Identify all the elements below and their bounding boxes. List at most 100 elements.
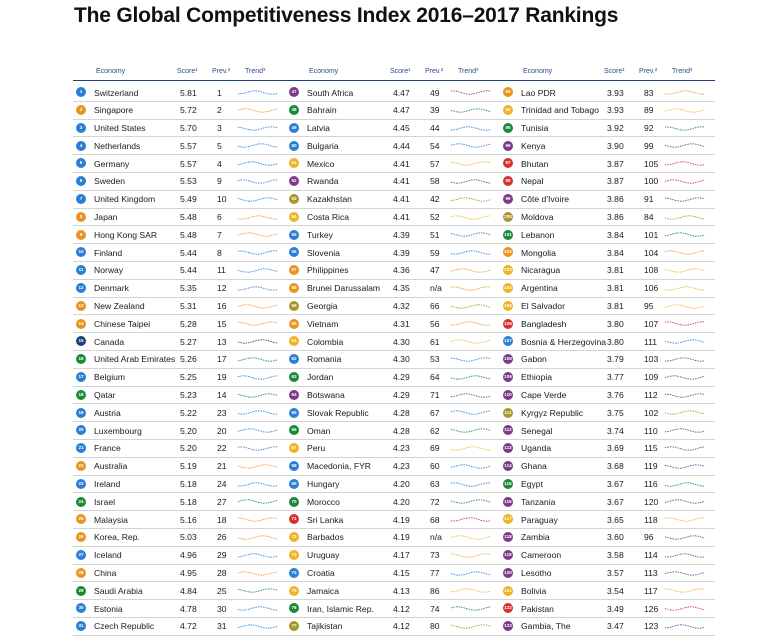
previous-rank: 101	[644, 230, 658, 240]
previous-rank: 63	[430, 479, 440, 489]
economy-name: Czech Republic	[94, 621, 154, 631]
trend-sparkline	[238, 106, 278, 115]
rank-badge: 13	[76, 301, 86, 311]
previous-rank: 13	[217, 337, 227, 347]
trend-sparkline	[451, 426, 491, 435]
previous-rank: 109	[644, 372, 658, 382]
trend-sparkline	[665, 408, 705, 417]
economy-name: Tunisia	[521, 123, 548, 133]
score-value: 4.17	[393, 550, 410, 560]
trend-sparkline	[238, 355, 278, 364]
trend-sparkline	[665, 497, 705, 506]
rank-badge: 2	[76, 105, 86, 115]
rank-badge: 3	[76, 123, 86, 133]
trend-sparkline	[665, 622, 705, 631]
previous-rank: 115	[644, 443, 658, 453]
header-score: Score¹	[177, 68, 198, 75]
previous-rank: 8	[217, 248, 222, 258]
score-value: 4.72	[180, 621, 197, 631]
previous-rank: 89	[644, 105, 654, 115]
rank-badge: 108	[503, 354, 513, 364]
economy-name: Cameroon	[521, 550, 561, 560]
economy-name: Latvia	[307, 123, 330, 133]
previous-rank: 107	[644, 319, 658, 329]
trend-sparkline	[238, 230, 278, 239]
rank-badge: 116	[503, 497, 513, 507]
header-prev: Prev.²	[425, 68, 443, 75]
previous-rank: 47	[430, 265, 440, 275]
rank-badge: 8	[76, 212, 86, 222]
economy-name: Bolivia	[521, 586, 546, 596]
economy-name: Brunei Darussalam	[307, 283, 380, 293]
rank-badge: 20	[76, 425, 86, 435]
previous-rank: 51	[430, 230, 440, 240]
economy-name: Belgium	[94, 372, 125, 382]
score-value: 4.39	[393, 230, 410, 240]
previous-rank: 66	[430, 301, 440, 311]
rank-badge: 52	[289, 176, 299, 186]
economy-name: Vietnam	[307, 319, 338, 329]
previous-rank: 12	[217, 283, 227, 293]
previous-rank: 57	[430, 159, 440, 169]
trend-sparkline	[238, 569, 278, 578]
rank-badge: 7	[76, 194, 86, 204]
rank-badge: 5	[76, 158, 86, 168]
score-value: 3.54	[607, 586, 624, 596]
economy-name: Bhutan	[521, 159, 548, 169]
score-value: 4.44	[393, 141, 410, 151]
economy-name: Malaysia	[94, 515, 128, 525]
score-value: 5.18	[180, 479, 197, 489]
score-value: 4.39	[393, 248, 410, 258]
score-value: 3.84	[607, 230, 624, 240]
rank-badge: 71	[289, 514, 299, 524]
rank-badge: 23	[76, 479, 86, 489]
score-value: 4.23	[393, 443, 410, 453]
header-trend: Trend³	[458, 68, 478, 75]
trend-sparkline	[665, 266, 705, 275]
previous-rank: 77	[430, 568, 440, 578]
economy-name: Gambia, The	[521, 621, 571, 631]
trend-sparkline	[451, 284, 491, 293]
score-value: 3.86	[607, 212, 624, 222]
rank-badge: 26	[76, 532, 86, 542]
economy-name: Austria	[94, 408, 121, 418]
trend-sparkline	[665, 88, 705, 97]
trend-sparkline	[451, 88, 491, 97]
header-score: Score¹	[390, 68, 411, 75]
trend-sparkline	[665, 230, 705, 239]
score-value: 4.28	[393, 426, 410, 436]
previous-rank: 126	[644, 604, 658, 614]
rank-badge: 109	[503, 372, 513, 382]
rank-badge: 72	[289, 532, 299, 542]
score-value: 3.93	[607, 105, 624, 115]
previous-rank: 14	[217, 390, 227, 400]
header-trend: Trend³	[245, 68, 265, 75]
score-value: 4.32	[393, 301, 410, 311]
previous-rank: 110	[644, 426, 658, 436]
economy-name: Bahrain	[307, 105, 337, 115]
trend-sparkline	[238, 515, 278, 524]
trend-sparkline	[451, 213, 491, 222]
rank-badge: 73	[289, 550, 299, 560]
trend-sparkline	[665, 284, 705, 293]
score-value: 3.87	[607, 176, 624, 186]
score-value: 5.57	[180, 141, 197, 151]
rank-badge: 6	[76, 176, 86, 186]
previous-rank: 116	[644, 479, 658, 489]
rank-badge: 63	[289, 372, 299, 382]
economy-name: Lebanon	[521, 230, 554, 240]
